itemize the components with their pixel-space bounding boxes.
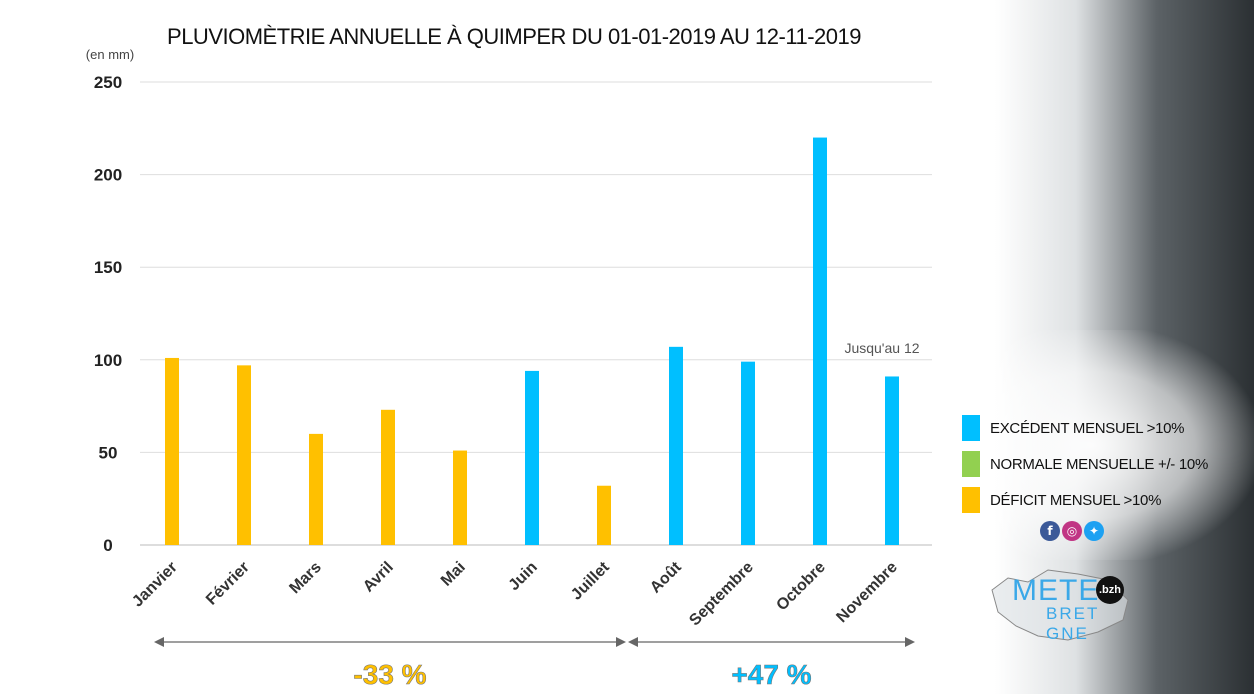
legend-label: NORMALE MENSUELLE +/- 10%	[990, 455, 1208, 473]
bar	[525, 370, 539, 545]
bar	[309, 433, 323, 545]
x-tick-label: Février	[203, 559, 253, 609]
bar	[597, 485, 611, 545]
arrow-left-icon	[154, 637, 164, 647]
legend-item-excedent: EXCÉDENT MENSUEL >10%	[962, 410, 1242, 446]
facebook-icon[interactable]: f	[1040, 521, 1060, 541]
x-tick-label: Janvier	[129, 559, 181, 611]
brittany-map-icon	[991, 569, 1129, 641]
x-axis: Janvier Février Mars Avril Mai Juin Juillet Aoû…	[129, 558, 901, 629]
y-tick-label: 200	[94, 166, 122, 185]
legend-item-normale: NORMALE MENSUELLE +/- 10%	[962, 446, 1242, 482]
logo-badge: .bzh	[1096, 576, 1124, 604]
logo-text-main: METE	[1012, 574, 1100, 607]
x-tick-label: Mai	[438, 559, 469, 590]
x-tick-label: Novembre	[833, 559, 900, 626]
bar	[381, 409, 395, 545]
y-tick-label: 150	[94, 258, 122, 277]
logo-text-sub: BRET GNE	[1046, 604, 1100, 643]
chart-title: PLUVIOMÈTRIE ANNUELLE À QUIMPER DU 01-01…	[167, 24, 861, 49]
y-axis: 0 50 100 150 200 250	[94, 73, 122, 555]
x-tick-label: Juillet	[568, 558, 613, 603]
bar	[453, 450, 467, 545]
bars	[165, 137, 899, 545]
bar	[741, 361, 755, 545]
period-percent-label: +47 %	[731, 659, 811, 690]
bar	[885, 376, 899, 545]
y-tick-label: 50	[99, 443, 118, 462]
y-tick-label: 0	[103, 536, 112, 555]
x-tick-label: Septembre	[686, 559, 757, 630]
arrow-right-icon	[616, 637, 626, 647]
annotation-label: Jusqu'au 12	[844, 340, 919, 356]
legend-label: DÉFICIT MENSUEL >10%	[990, 491, 1162, 509]
meteo-bretagne-logo: METE .bzh BRET GNE	[988, 560, 1148, 650]
legend: EXCÉDENT MENSUEL >10% NORMALE MENSUELLE …	[962, 410, 1242, 518]
bar	[669, 346, 683, 545]
y-tick-label: 250	[94, 73, 122, 92]
twitter-icon[interactable]: ✦	[1084, 521, 1104, 541]
x-tick-label: Juin	[506, 559, 541, 594]
period-percent-label: -33 %	[353, 659, 426, 690]
legend-swatch	[962, 451, 980, 477]
x-tick-label: Avril	[360, 559, 397, 596]
unit-label: (en mm)	[86, 47, 134, 62]
social-icons: f ◎ ✦	[1040, 521, 1104, 541]
bar	[813, 137, 827, 545]
arrow-right-icon	[905, 637, 915, 647]
legend-item-deficit: DÉFICIT MENSUEL >10%	[962, 482, 1242, 518]
instagram-icon[interactable]: ◎	[1062, 521, 1082, 541]
legend-swatch	[962, 487, 980, 513]
period-arrows: -33 % +47 %	[154, 637, 915, 690]
legend-label: EXCÉDENT MENSUEL >10%	[990, 419, 1185, 437]
bar	[237, 365, 251, 545]
legend-swatch	[962, 415, 980, 441]
x-tick-label: Août	[647, 558, 685, 596]
x-tick-label: Mars	[286, 559, 325, 598]
arrow-left-icon	[628, 637, 638, 647]
y-tick-label: 100	[94, 351, 122, 370]
bar	[165, 357, 179, 545]
x-tick-label: Octobre	[773, 559, 828, 614]
